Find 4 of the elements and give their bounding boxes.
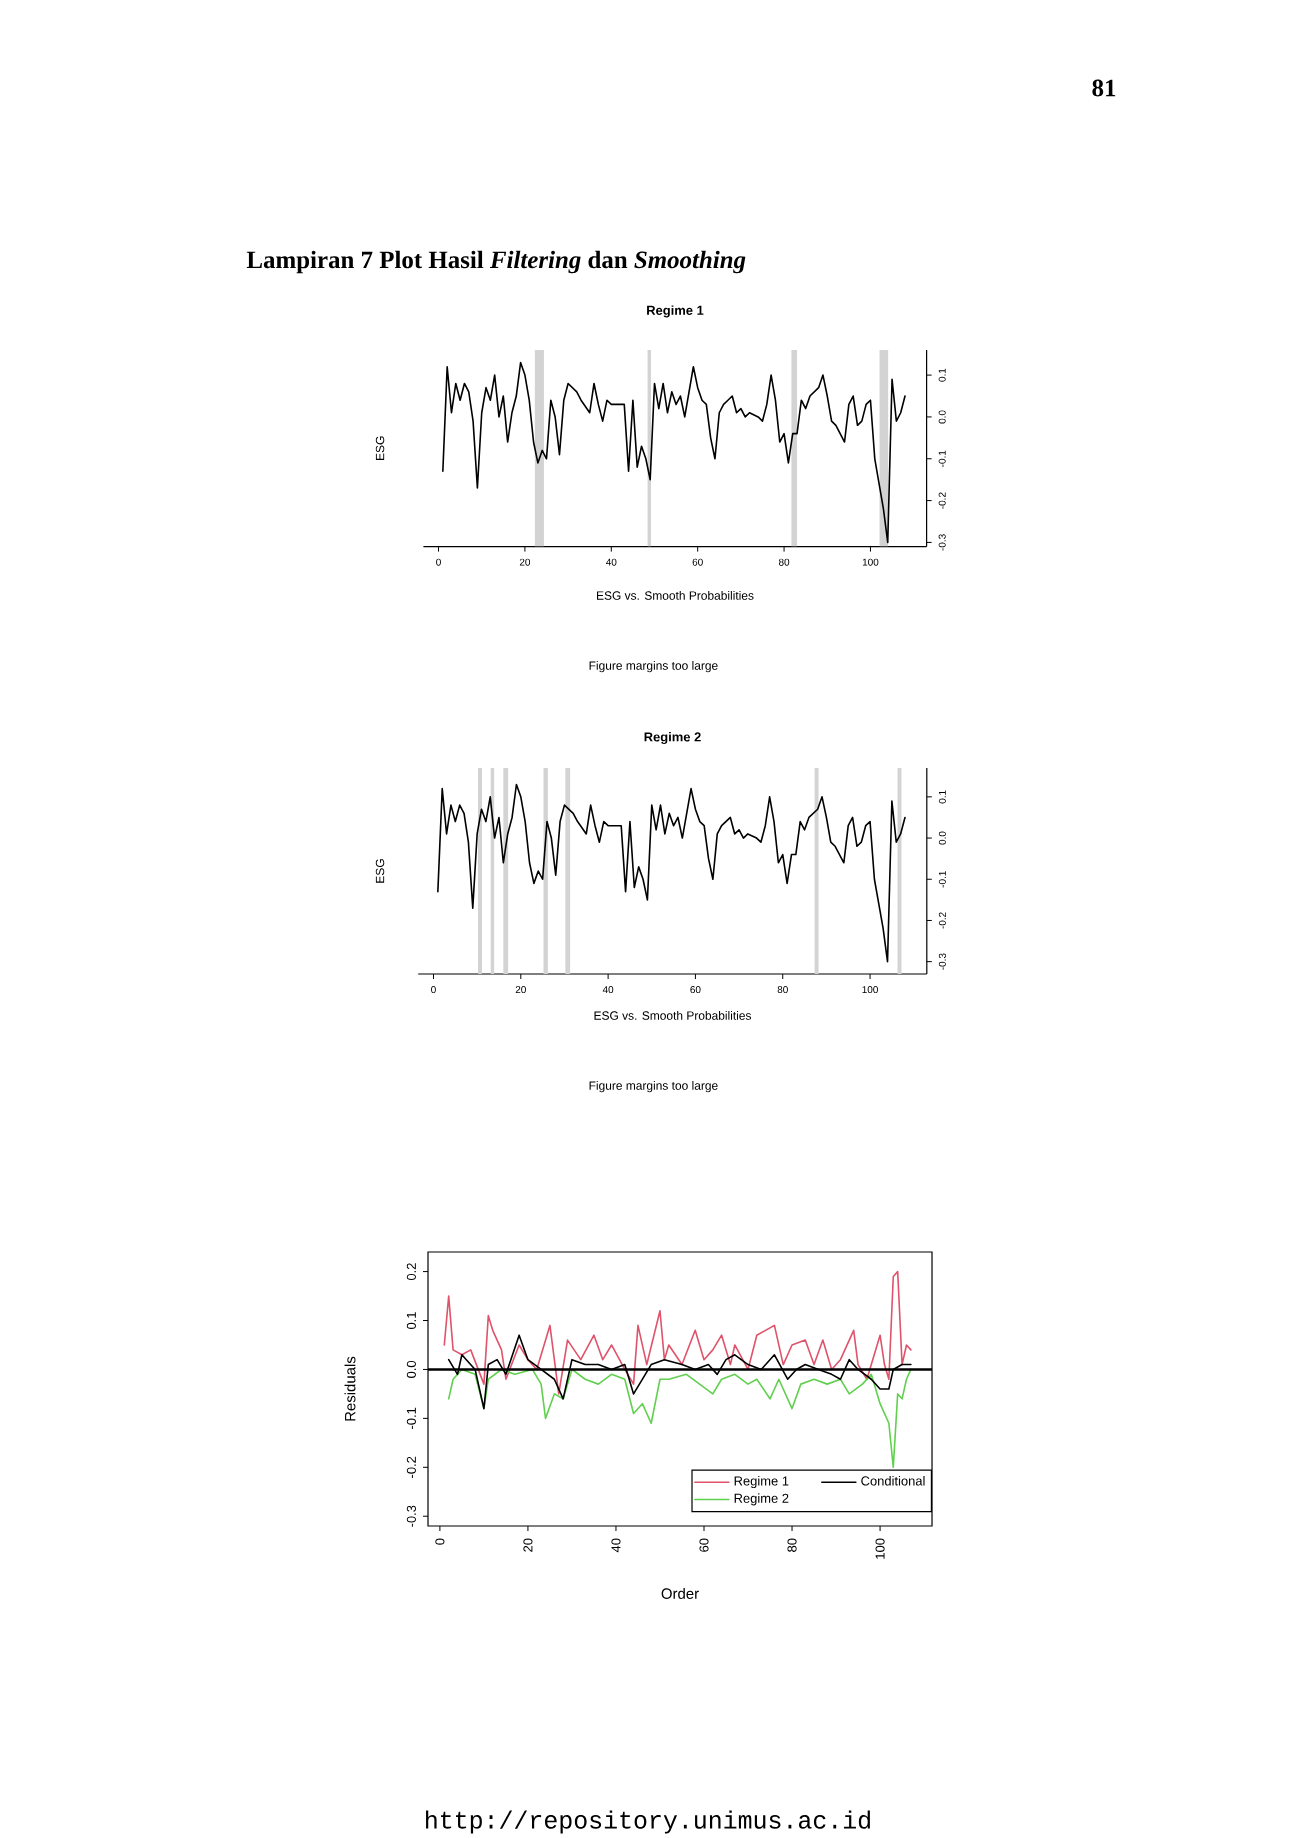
line-series	[447, 1368, 912, 1469]
text: Lampiran 7 Plot Hasil Filtering dan Smoothing	[246, 250, 746, 274]
text: 81	[1092, 79, 1116, 97]
text: http://repository.unimus.ac.id	[426, 1810, 870, 1834]
